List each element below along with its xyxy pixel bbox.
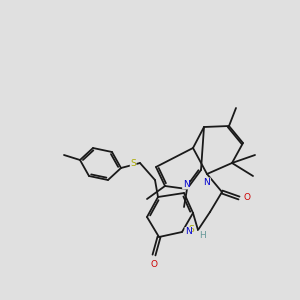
Text: N: N (183, 180, 189, 189)
Text: S: S (188, 226, 194, 235)
Text: S: S (130, 158, 136, 167)
Text: N: N (185, 227, 192, 236)
Text: O: O (151, 260, 158, 269)
Text: O: O (244, 194, 251, 202)
Text: H: H (199, 230, 206, 239)
Text: N: N (204, 178, 210, 187)
